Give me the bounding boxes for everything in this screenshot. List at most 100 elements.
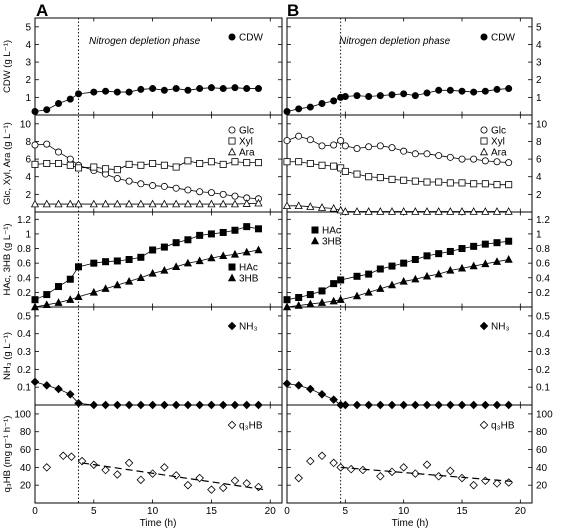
data-point-glc	[43, 140, 51, 148]
x-axis-title-b: Time (h)	[392, 518, 429, 529]
data-point-q-hb	[422, 460, 432, 469]
data-point-nh-	[89, 400, 99, 410]
legend-marker-q-hb	[479, 420, 489, 430]
data-point-xyl	[341, 167, 349, 175]
data-point-3hb	[101, 284, 110, 292]
data-point-xyl	[400, 176, 408, 184]
x-tick-label: 5	[343, 506, 349, 517]
data-point-nh-	[504, 400, 513, 410]
data-point-q-hb	[346, 464, 356, 474]
data-point-glc	[400, 147, 408, 155]
data-point-3hb	[54, 298, 63, 306]
data-point-ara	[242, 199, 251, 207]
data-point-ara	[317, 203, 327, 211]
data-point-nh-	[254, 400, 263, 410]
data-point-nh-	[160, 400, 169, 410]
y-tick-label: 60	[20, 445, 32, 456]
data-point-q-hb	[218, 483, 228, 493]
y-tick-label: 40	[536, 463, 548, 474]
y-tick-label: 1	[536, 93, 542, 104]
data-point-cdw	[423, 89, 431, 97]
data-point-xyl	[505, 181, 513, 189]
data-point-q-hb	[469, 480, 478, 490]
data-point-3hb	[219, 251, 228, 260]
data-point-nh-	[66, 390, 75, 399]
x-tick-label: 10	[147, 506, 159, 517]
data-point-hac	[505, 237, 513, 245]
data-point-ara	[341, 207, 350, 215]
legend-label-glc: Glc	[239, 126, 254, 137]
data-point-xyl	[125, 160, 133, 168]
data-point-3hb	[183, 258, 192, 267]
data-point-q-hb	[242, 479, 251, 488]
data-point-glc	[172, 184, 180, 192]
data-point-cdw	[172, 85, 180, 93]
data-point-3hb	[387, 280, 397, 289]
data-point-ara	[282, 201, 292, 210]
data-point-glc	[470, 155, 478, 163]
data-point-nh-	[74, 398, 83, 408]
series-line-glc-a	[34, 143, 259, 200]
data-point-hac	[102, 258, 110, 266]
data-point-ara	[352, 207, 362, 215]
data-point-3hb	[136, 273, 145, 281]
data-point-ara	[329, 204, 338, 212]
legend-marker-nh-	[479, 321, 489, 331]
data-point-3hb	[422, 271, 432, 280]
y-tick-label: 2	[536, 75, 542, 86]
legend-label-hac: HAc	[239, 263, 258, 274]
data-point-xyl	[365, 173, 373, 181]
data-point-ara	[113, 199, 122, 208]
legend-label-nh-: NH₃	[239, 322, 258, 333]
data-point-xyl	[295, 158, 303, 166]
y-tick-label: 80	[536, 427, 548, 438]
x-tick-label: 15	[206, 506, 218, 517]
data-point-3hb	[148, 268, 157, 277]
data-point-nh-	[282, 379, 292, 388]
data-point-ara	[446, 207, 455, 215]
y-tick-label: 1	[25, 93, 31, 104]
data-point-cdw	[295, 105, 303, 113]
data-point-q-hb	[317, 451, 327, 461]
data-point-nh-	[171, 400, 181, 410]
data-point-nh-	[399, 400, 408, 410]
y-tick-label: 0.4	[17, 329, 31, 340]
data-point-ara	[230, 199, 240, 208]
data-point-xyl	[113, 166, 121, 174]
data-point-nh-	[42, 381, 52, 390]
y-tick-label: 0.8	[17, 244, 31, 255]
data-point-q-hb	[67, 452, 76, 461]
y-tick-label: 4	[25, 172, 31, 183]
data-point-ara	[219, 199, 228, 208]
data-point-glc	[365, 143, 373, 151]
data-point-hac	[446, 247, 454, 255]
legend-label-ara: Ara	[491, 148, 507, 159]
data-point-ara	[336, 205, 345, 214]
data-point-glc	[341, 142, 349, 150]
data-point-glc	[295, 132, 303, 140]
data-point-glc	[31, 141, 39, 149]
data-point-hac	[365, 270, 373, 278]
data-point-cdw	[446, 86, 454, 94]
y-tick-label: 4	[25, 40, 31, 51]
data-point-nh-	[446, 400, 455, 410]
data-point-ara	[42, 199, 51, 208]
data-point-hac	[75, 263, 83, 271]
data-point-3hb	[254, 245, 263, 254]
data-point-3hb	[242, 247, 251, 256]
data-point-xyl	[31, 160, 39, 168]
data-point-q-hb	[358, 465, 368, 475]
data-point-3hb	[457, 263, 467, 272]
data-point-cdw	[90, 88, 98, 96]
data-point-xyl	[283, 158, 291, 166]
data-point-nh-	[376, 400, 385, 410]
data-point-glc	[458, 155, 466, 163]
y-tick-label: 10	[20, 119, 32, 130]
data-point-3hb	[399, 276, 408, 285]
data-point-ara	[195, 199, 204, 208]
data-point-nh-	[294, 381, 303, 390]
data-point-ara	[160, 199, 169, 208]
y-tick-label: 0.2	[17, 365, 31, 376]
data-point-glc	[337, 137, 345, 145]
data-point-xyl	[470, 180, 478, 188]
